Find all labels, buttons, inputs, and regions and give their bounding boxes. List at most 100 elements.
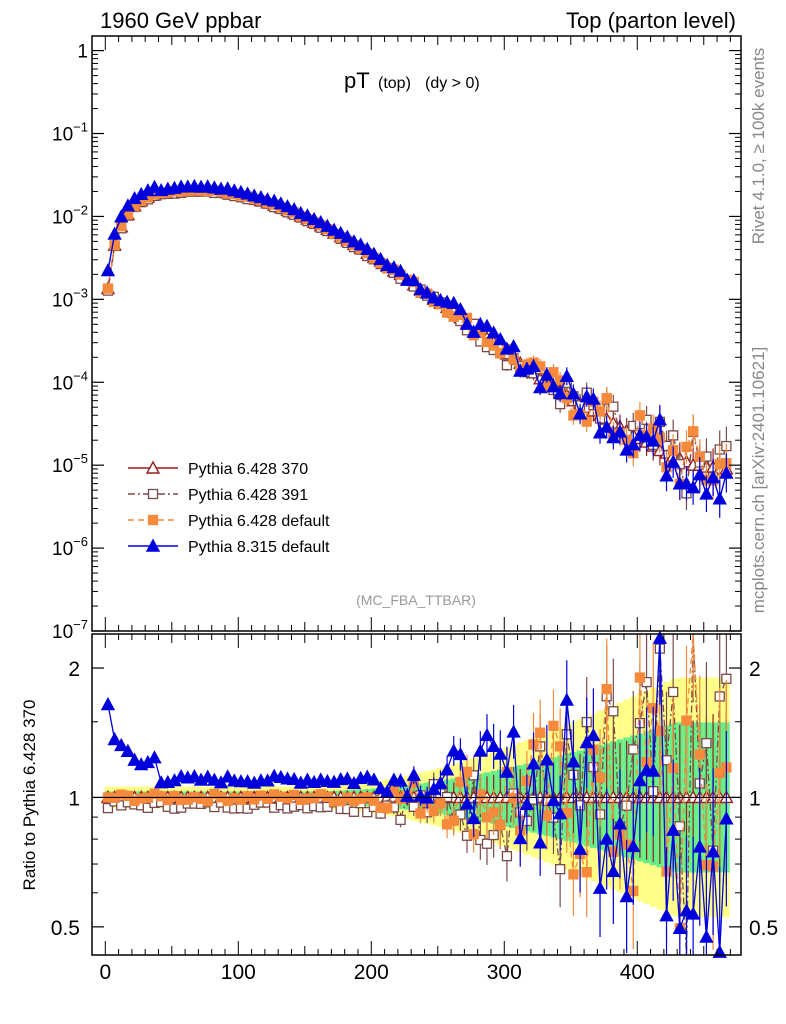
ratio-point-p8 <box>149 752 161 763</box>
ratio-point-p8 <box>102 699 114 710</box>
legend-label: Pythia 6.428 370 <box>188 461 308 478</box>
ratio-y-tick-label-right: 1 <box>749 787 761 810</box>
y-tick-label-base: 1 <box>77 42 88 63</box>
ratio-point-pdef <box>489 808 498 817</box>
ratio-point-p8 <box>508 726 520 737</box>
legend: Pythia 6.428 370 Pythia 6.428 391 Pythia 6… <box>128 461 330 556</box>
y-tick-label-base: 10 <box>52 125 73 146</box>
analysis-tag: (MC_FBA_TTBAR) <box>356 592 476 608</box>
legend-entry-pdef: Pythia 6.428 default <box>128 513 330 530</box>
x-tick-label: 200 <box>354 961 389 984</box>
ratio-point-pdef <box>542 811 551 820</box>
ratio-point-p8 <box>700 931 712 942</box>
chart-title-sub: (top) <box>378 75 411 92</box>
ratio-point-pdef <box>496 820 505 829</box>
ratio-y-tick-label: 0.5 <box>51 917 80 940</box>
y-tick-label-base: 10 <box>52 539 73 560</box>
data-point-pdef <box>682 442 691 451</box>
x-tick-label: 100 <box>221 961 256 984</box>
y-tick-label: 10−5 <box>52 451 88 477</box>
ratio-point-pdef <box>436 799 445 808</box>
y-tick-label-exponent: −7 <box>73 617 88 632</box>
ratio-point-p391 <box>669 687 678 696</box>
ratio-point-pdef <box>569 870 578 879</box>
ratio-point-pdef <box>509 794 518 803</box>
legend-marker <box>149 490 158 499</box>
ratio-point-pdef <box>463 767 472 776</box>
data-point-pdef <box>689 427 698 436</box>
ratio-point-pdef <box>536 728 545 737</box>
ratio-y-tick-label: 1 <box>68 787 80 810</box>
ratio-point-pdef <box>695 750 704 759</box>
data-point-p8 <box>700 488 712 499</box>
ratio-y-axis-label: Ratio to Pythia 6.428 370 <box>20 700 39 891</box>
y-tick-label: 10−6 <box>52 534 88 560</box>
ratio-point-p391 <box>482 839 491 848</box>
x-tick-label: 300 <box>487 961 522 984</box>
ratio-point-p8 <box>474 745 486 756</box>
ratio-point-p391 <box>349 807 358 816</box>
y-tick-label: 10−3 <box>52 285 88 311</box>
ratio-point-p391 <box>556 865 565 874</box>
y-tick-label-base: 10 <box>52 290 73 311</box>
chart-canvas: 10−710−610−510−410−310−210−110.5 0.51 12 20… <box>0 0 786 1024</box>
ratio-point-p391 <box>702 739 711 748</box>
header-right: Top (parton level) <box>566 8 736 33</box>
legend-label: Pythia 6.428 391 <box>188 487 308 504</box>
y-tick-label-base: 10 <box>52 373 73 394</box>
legend-entry-p370: Pythia 6.428 370 <box>128 461 308 478</box>
x-tick-label: 400 <box>620 961 655 984</box>
ratio-point-pdef <box>416 809 425 818</box>
header-left: 1960 GeV ppbar <box>100 8 261 33</box>
y-tick-label-exponent: −5 <box>73 451 88 466</box>
chart-title-extra: (dy > 0) <box>425 75 480 92</box>
ratio-point-p8 <box>561 694 573 705</box>
legend-marker <box>149 516 158 525</box>
ratio-point-p8 <box>481 729 493 740</box>
y-tick-label-exponent: −1 <box>73 120 88 135</box>
y-tick-label-exponent: −3 <box>73 285 88 300</box>
ratio-point-p391 <box>629 745 638 754</box>
rivet-version-label: Rivet 4.1.0, ≥ 100k events <box>749 48 768 244</box>
ratio-y-tick-label-right: 2 <box>749 658 761 681</box>
legend-entry-p391: Pythia 6.428 391 <box>128 487 308 504</box>
ratio-point-p8 <box>488 740 500 751</box>
ratio-point-pdef <box>682 716 691 725</box>
ratio-point-pdef <box>449 816 458 825</box>
ratio-point-pdef <box>582 868 591 877</box>
y-tick-label-base: 10 <box>52 456 73 477</box>
y-tick-label: 10−4 <box>52 368 88 394</box>
mcplots-label: mcplots.cern.ch [arXiv:2401.10621] <box>749 347 768 613</box>
data-point-p8 <box>714 493 726 504</box>
chart-title-main: pT <box>344 68 370 93</box>
legend-entry-p8: Pythia 8.315 default <box>128 539 330 556</box>
ratio-point-p391 <box>502 852 511 861</box>
ratio-point-pdef <box>635 673 644 682</box>
ratio-y-tick-label-right: 0.5 <box>749 917 778 940</box>
data-point-p8 <box>102 265 114 276</box>
y-tick-label-base: 10 <box>52 622 73 643</box>
legend-label: Pythia 8.315 default <box>188 539 330 556</box>
legend-label: Pythia 6.428 default <box>188 513 330 530</box>
data-point-p391 <box>609 402 618 411</box>
chart-title: pT (top) (dy > 0) <box>344 68 480 93</box>
y-tick-label-exponent: −6 <box>73 534 88 549</box>
ratio-point-p391 <box>396 815 405 824</box>
ratio-point-pdef <box>655 727 664 736</box>
y-tick-label-base: 10 <box>52 207 73 228</box>
ratio-point-p391 <box>609 707 618 716</box>
y-tick-label: 10−1 <box>52 120 88 146</box>
data-point-pdef <box>635 411 644 420</box>
data-point-pdef <box>103 284 112 293</box>
y-tick-label-exponent: −4 <box>73 368 88 383</box>
y-tick-label: 10−2 <box>52 202 88 228</box>
ratio-point-pdef <box>596 773 605 782</box>
y-tick-label: 1 <box>77 42 88 63</box>
ratio-point-pdef <box>549 721 558 730</box>
ratio-point-pdef <box>602 685 611 694</box>
data-point-pdef <box>602 394 611 403</box>
y-tick-label-exponent: −2 <box>73 202 88 217</box>
y-tick-label: 10−7 <box>52 617 88 643</box>
ratio-y-tick-label: 2 <box>68 658 80 681</box>
x-tick-label: 0 <box>99 961 111 984</box>
